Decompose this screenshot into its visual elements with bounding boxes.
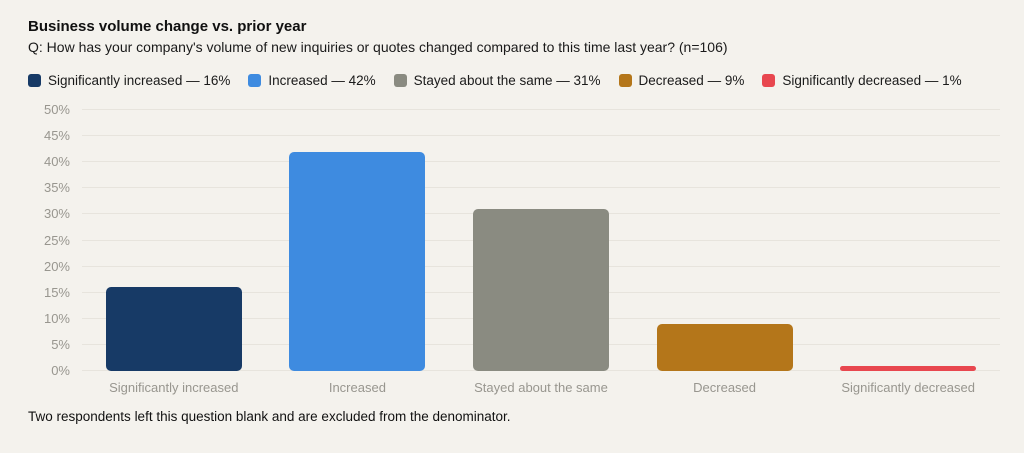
y-axis-tick-label: 40% [43,154,70,170]
bar-chart: 0% 5% 10% 15% 20% 25% 30% 35% 40% 45% 50% [28,103,1000,378]
legend-label: Significantly decreased — 1% [782,72,962,88]
legend-label: Significantly increased — 16% [48,72,231,88]
gridline [82,161,1000,163]
x-axis-label-significantly-increased: Significantly increased [109,380,239,395]
legend-swatch-icon [248,73,262,87]
bar-slot-significantly-increased [82,110,266,371]
legend-swatch-icon [618,73,632,87]
legend-label: Increased — 42% [268,72,376,88]
x-axis: Significantly increased Increased Stayed a… [82,380,1000,395]
legend-swatch-icon [393,73,407,87]
gridline [82,187,1000,189]
y-axis-tick-label: 30% [43,206,70,222]
y-axis: 0% 5% 10% 15% 20% 25% 30% 35% 40% 45% 50% [28,103,70,378]
footnote: Two respondents left this question blank… [28,409,511,424]
y-axis-tick-label: 0% [51,363,70,378]
x-axis-label-stayed-about-the-same: Stayed about the same [474,380,608,395]
bar-decreased[interactable] [656,324,793,371]
legend-item-significantly-increased: Significantly increased — 16% [28,73,230,88]
bar-slot-increased [266,110,450,371]
chart-subtitle: Q: How has your company's volume of new … [28,39,728,55]
legend-item-stayed-about-the-same: Stayed about the same — 31% [393,72,601,88]
y-axis-tick-label: 25% [43,232,70,248]
legend: Significantly increased — 16% Increased —… [28,72,1000,88]
bar-slot-decreased [633,110,817,371]
gridline [82,109,1000,110]
bar-slot-stayed-about-the-same [449,110,633,371]
legend-item-increased: Increased — 42% [248,72,376,88]
chart-header: Business volume change vs. prior year Q:… [28,17,1000,57]
y-axis-tick-label: 45% [43,128,70,144]
bar-slot-significantly-decreased [816,110,1000,371]
legend-swatch-icon [28,73,41,87]
bar-significantly-increased[interactable] [105,287,242,371]
gridline [82,135,1000,137]
page-title: Business volume change vs. prior year [28,18,307,35]
plot-area [82,109,1000,371]
y-axis-tick-label: 15% [43,284,70,300]
y-axis-tick-label: 50% [43,102,70,117]
y-axis-tick-label: 5% [51,336,70,352]
bars-layer [82,110,1000,371]
x-axis-label-increased: Increased [328,380,386,395]
legend-label: Decreased — 9% [638,72,745,88]
x-axis-label-decreased: Decreased [693,380,757,395]
legend-label: Stayed about the same — 31% [413,72,601,88]
y-axis-tick-label: 10% [43,310,70,326]
x-axis-label-significantly-decreased: Significantly decreased [841,380,976,395]
legend-item-significantly-decreased: Significantly decreased — 1% [762,72,962,88]
bar-increased[interactable] [289,151,426,371]
legend-item-decreased: Decreased — 9% [618,72,745,88]
bar-significantly-decreased[interactable] [840,365,977,371]
bar-stayed-about-the-same[interactable] [473,209,609,371]
y-axis-tick-label: 35% [43,180,70,196]
legend-swatch-icon [762,73,776,87]
y-axis-tick-label: 20% [43,258,70,274]
